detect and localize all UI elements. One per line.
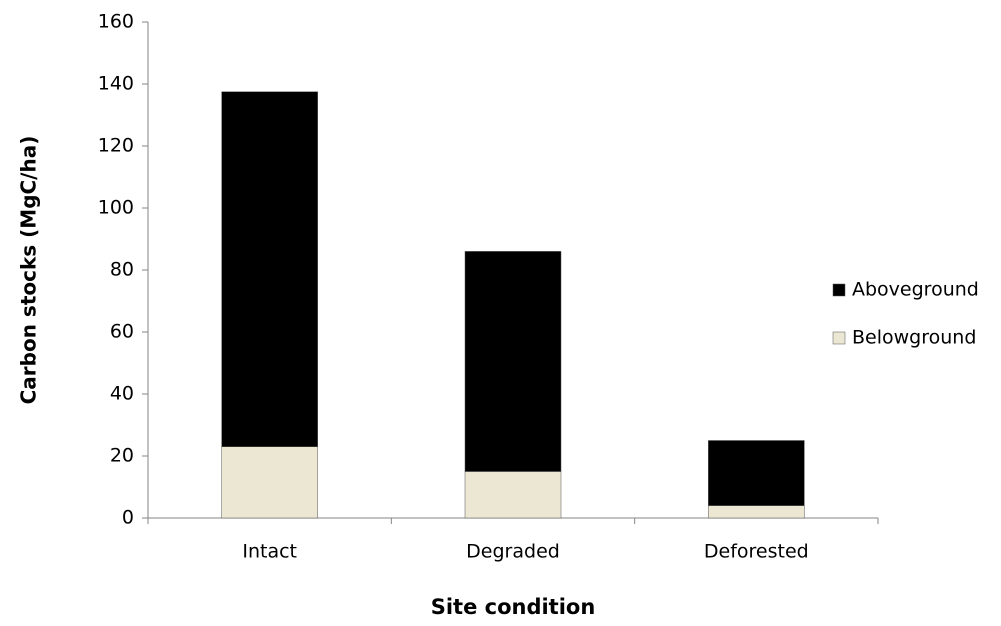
bar-segment: [708, 440, 805, 506]
legend-swatch: [832, 283, 846, 297]
bar-segment: [221, 446, 318, 519]
legend-label: Aboveground: [852, 279, 979, 301]
y-tick-label: 80: [110, 259, 134, 281]
bar-segment: [221, 91, 318, 447]
legend-label: Belowground: [852, 327, 976, 349]
y-tick-label: 40: [110, 383, 134, 405]
y-tick-label: 160: [98, 11, 134, 33]
x-axis-label: Site condition: [431, 595, 596, 619]
x-tick-label: Deforested: [704, 541, 809, 563]
y-axis-label: Carbon stocks (MgC/ha): [17, 136, 41, 405]
y-tick-label: 140: [98, 73, 134, 95]
y-tick-label: 120: [98, 135, 134, 157]
x-tick-label: Intact: [242, 541, 297, 563]
y-tick-label: 100: [98, 197, 134, 219]
bar-segment: [708, 505, 805, 519]
bar-segment: [464, 251, 562, 472]
x-tick-label: Degraded: [466, 541, 560, 563]
legend-swatch: [832, 331, 846, 345]
y-tick-label: 60: [110, 321, 134, 343]
y-tick-label: 0: [122, 507, 134, 529]
y-tick-label: 20: [110, 445, 134, 467]
bar-segment: [464, 471, 562, 519]
